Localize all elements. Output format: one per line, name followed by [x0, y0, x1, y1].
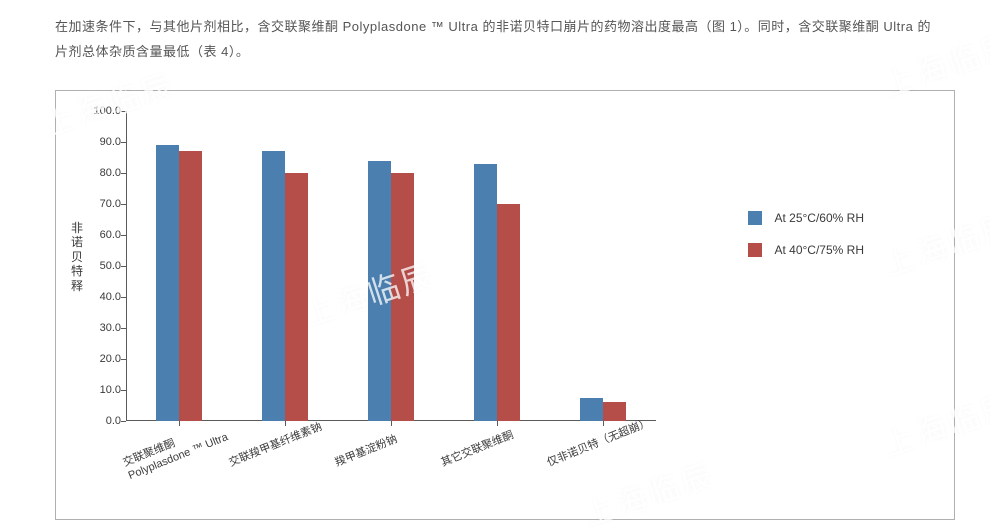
plot-area: 0.010.020.030.040.050.060.070.080.090.01…	[126, 111, 656, 421]
legend-swatch-2	[748, 243, 762, 257]
bar-s1	[580, 398, 603, 421]
y-tick-label: 10.0	[81, 384, 121, 396]
chart-frame: 非诺贝特释 0.010.020.030.040.050.060.070.080.…	[55, 90, 955, 520]
bars-layer	[126, 111, 656, 421]
legend-label-2: At 40°C/75% RH	[774, 243, 864, 257]
y-tick-label: 100.0	[81, 105, 121, 117]
bar-s2	[497, 204, 520, 421]
y-tick-label: 60.0	[81, 229, 121, 241]
legend-item-series-2: At 40°C/75% RH	[748, 243, 864, 257]
y-tick-label: 20.0	[81, 353, 121, 365]
x-axis-labels: 交联聚维酮Polyplasdone ™ Ultra交联羧甲基纤维素钠羧甲基淀粉钠…	[126, 421, 656, 511]
bar-s1	[262, 151, 285, 421]
legend-swatch-1	[748, 211, 762, 225]
bar-s1	[156, 145, 179, 421]
legend-item-series-1: At 25°C/60% RH	[748, 211, 864, 225]
page-root: 在加速条件下，与其他片剂相比，含交联聚维酮 Polyplasdone ™ Ult…	[0, 0, 990, 528]
x-axis-label: 交联羧甲基纤维素钠	[227, 420, 324, 470]
bar-s1	[368, 161, 391, 421]
y-tick-label: 70.0	[81, 198, 121, 210]
bar-s2	[285, 173, 308, 421]
y-tick-label: 30.0	[81, 322, 121, 334]
y-tick-label: 50.0	[81, 260, 121, 272]
y-tick-label: 40.0	[81, 291, 121, 303]
y-tick-label: 80.0	[81, 167, 121, 179]
x-axis-label: 羧甲基淀粉钠	[333, 432, 400, 470]
legend-label-1: At 25°C/60% RH	[774, 211, 864, 225]
x-axis-label: 交联聚维酮Polyplasdone ™ Ultra	[121, 417, 230, 483]
caption-text: 在加速条件下，与其他片剂相比，含交联聚维酮 Polyplasdone ™ Ult…	[55, 15, 935, 64]
y-tick-label: 90.0	[81, 136, 121, 148]
y-tick-label: 0.0	[81, 415, 121, 427]
bar-s1	[474, 164, 497, 421]
bar-s2	[179, 151, 202, 421]
bar-s2	[391, 173, 414, 421]
legend: At 25°C/60% RH At 40°C/75% RH	[748, 211, 864, 275]
x-axis-label: 其它交联聚维酮	[439, 428, 516, 470]
bar-s2	[603, 402, 626, 421]
x-axis-label: 仅非诺贝特（无超崩）	[545, 416, 652, 470]
